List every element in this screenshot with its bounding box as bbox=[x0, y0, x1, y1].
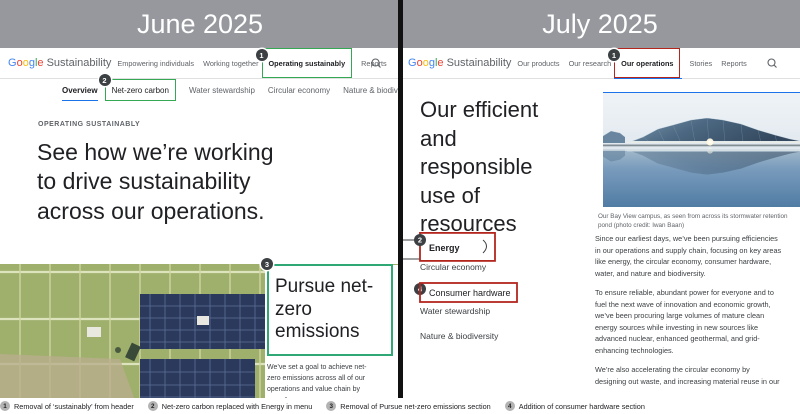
svg-text:2: 2 bbox=[418, 236, 422, 245]
svg-text:Consumer hardware: Consumer hardware bbox=[429, 288, 511, 298]
svg-text:Energy: Energy bbox=[429, 243, 460, 253]
